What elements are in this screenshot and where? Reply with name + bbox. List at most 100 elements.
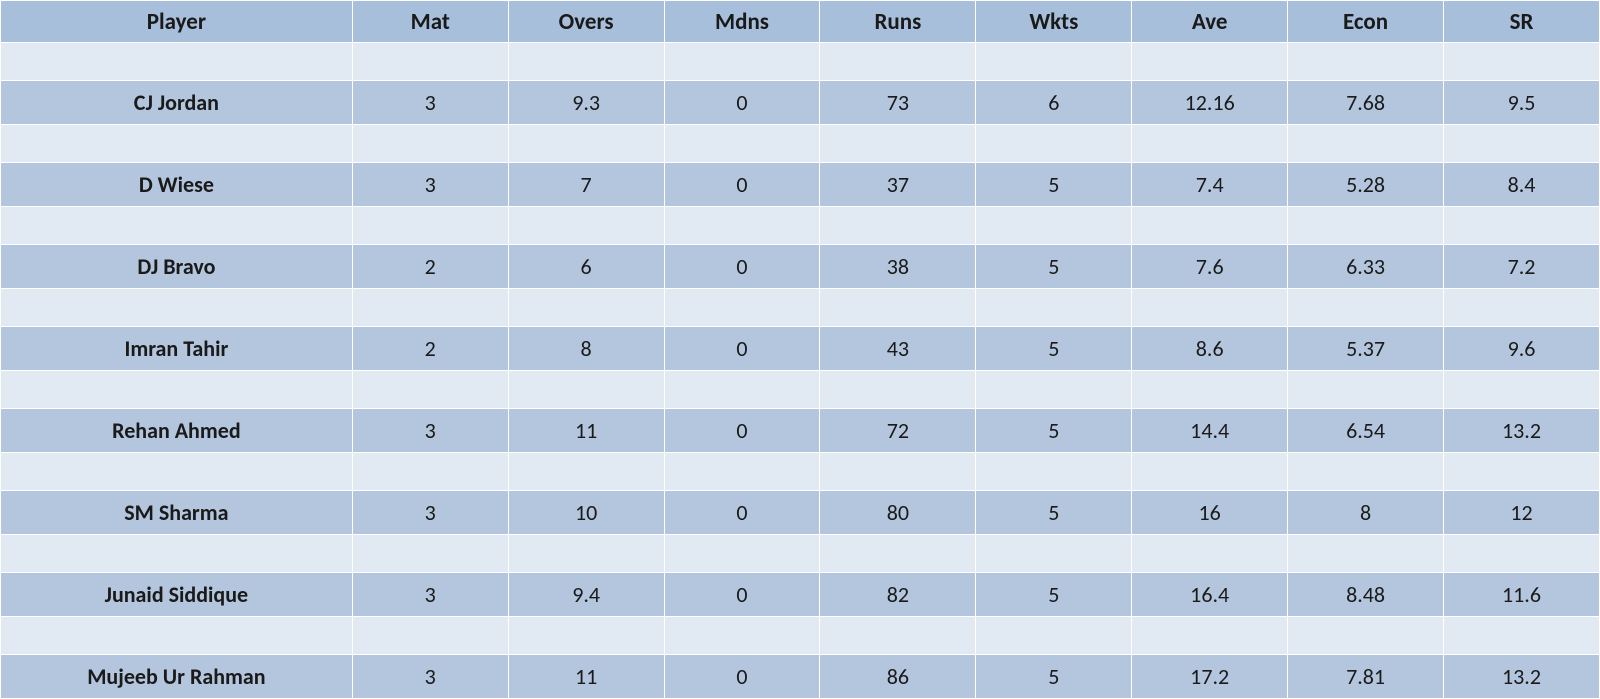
cell-econ: 5.28: [1288, 163, 1444, 207]
col-header-overs: Overs: [508, 1, 664, 43]
spacer-cell: [508, 125, 664, 163]
cell-player: Rehan Ahmed: [1, 409, 353, 453]
cell-econ: 8: [1288, 491, 1444, 535]
col-header-wkts: Wkts: [976, 1, 1132, 43]
cell-overs: 8: [508, 327, 664, 371]
cell-mat: 3: [352, 491, 508, 535]
spacer-cell: [1288, 125, 1444, 163]
col-header-ave: Ave: [1132, 1, 1288, 43]
cell-ave: 7.6: [1132, 245, 1288, 289]
spacer-cell: [1132, 371, 1288, 409]
cell-overs: 11: [508, 655, 664, 699]
cell-sr: 12: [1444, 491, 1600, 535]
table-body: CJ Jordan39.3073612.167.689.5D Wiese3703…: [1, 43, 1600, 699]
cell-ave: 7.4: [1132, 163, 1288, 207]
spacer-cell: [508, 43, 664, 81]
col-header-player: Player: [1, 1, 353, 43]
spacer-cell: [976, 289, 1132, 327]
spacer-cell: [352, 453, 508, 491]
spacer-cell: [352, 43, 508, 81]
cell-sr: 7.2: [1444, 245, 1600, 289]
cell-mat: 3: [352, 81, 508, 125]
spacer-cell: [1444, 207, 1600, 245]
cell-runs: 82: [820, 573, 976, 617]
cell-mat: 2: [352, 245, 508, 289]
cell-sr: 11.6: [1444, 573, 1600, 617]
cell-mat: 3: [352, 409, 508, 453]
spacer-cell: [1132, 125, 1288, 163]
spacer-cell: [1, 43, 353, 81]
spacer-cell: [664, 371, 820, 409]
spacer-cell: [664, 43, 820, 81]
spacer-cell: [664, 453, 820, 491]
cell-wkts: 5: [976, 491, 1132, 535]
spacer-row: [1, 289, 1600, 327]
spacer-cell: [1444, 617, 1600, 655]
table-head: PlayerMatOversMdnsRunsWktsAveEconSR: [1, 1, 1600, 43]
cell-ave: 17.2: [1132, 655, 1288, 699]
spacer-cell: [1444, 535, 1600, 573]
spacer-cell: [976, 535, 1132, 573]
cell-mdns: 0: [664, 573, 820, 617]
spacer-cell: [1288, 371, 1444, 409]
cell-ave: 8.6: [1132, 327, 1288, 371]
spacer-cell: [820, 617, 976, 655]
spacer-cell: [1132, 289, 1288, 327]
cell-player: Imran Tahir: [1, 327, 353, 371]
spacer-cell: [1444, 125, 1600, 163]
spacer-cell: [820, 43, 976, 81]
cell-mdns: 0: [664, 245, 820, 289]
cell-mdns: 0: [664, 163, 820, 207]
cell-runs: 72: [820, 409, 976, 453]
cell-sr: 13.2: [1444, 409, 1600, 453]
cell-mdns: 0: [664, 327, 820, 371]
spacer-cell: [1288, 207, 1444, 245]
spacer-cell: [1, 371, 353, 409]
spacer-cell: [976, 207, 1132, 245]
cell-wkts: 5: [976, 245, 1132, 289]
cell-ave: 14.4: [1132, 409, 1288, 453]
spacer-cell: [352, 535, 508, 573]
spacer-row: [1, 535, 1600, 573]
spacer-row: [1, 371, 1600, 409]
spacer-cell: [1444, 43, 1600, 81]
spacer-cell: [820, 371, 976, 409]
spacer-cell: [352, 371, 508, 409]
col-header-econ: Econ: [1288, 1, 1444, 43]
cell-player: CJ Jordan: [1, 81, 353, 125]
spacer-cell: [1, 535, 353, 573]
spacer-cell: [664, 289, 820, 327]
spacer-cell: [820, 453, 976, 491]
spacer-cell: [1132, 617, 1288, 655]
spacer-cell: [1, 289, 353, 327]
spacer-cell: [976, 43, 1132, 81]
spacer-cell: [352, 125, 508, 163]
table-row: Mujeeb Ur Rahman311086517.27.8113.2: [1, 655, 1600, 699]
col-header-mat: Mat: [352, 1, 508, 43]
cell-runs: 86: [820, 655, 976, 699]
spacer-row: [1, 617, 1600, 655]
cell-mdns: 0: [664, 81, 820, 125]
cell-player: DJ Bravo: [1, 245, 353, 289]
spacer-cell: [1132, 207, 1288, 245]
cell-ave: 16.4: [1132, 573, 1288, 617]
spacer-cell: [1288, 43, 1444, 81]
cell-wkts: 5: [976, 573, 1132, 617]
cell-overs: 7: [508, 163, 664, 207]
stats-table: PlayerMatOversMdnsRunsWktsAveEconSR CJ J…: [0, 0, 1600, 699]
spacer-cell: [1132, 453, 1288, 491]
spacer-cell: [1288, 617, 1444, 655]
spacer-cell: [820, 535, 976, 573]
table-row: D Wiese3703757.45.288.4: [1, 163, 1600, 207]
cell-econ: 7.68: [1288, 81, 1444, 125]
cell-wkts: 5: [976, 655, 1132, 699]
cell-wkts: 5: [976, 327, 1132, 371]
spacer-cell: [820, 125, 976, 163]
spacer-cell: [664, 207, 820, 245]
table-row: DJ Bravo2603857.66.337.2: [1, 245, 1600, 289]
spacer-cell: [352, 617, 508, 655]
table-row: CJ Jordan39.3073612.167.689.5: [1, 81, 1600, 125]
spacer-cell: [1, 207, 353, 245]
table-row: Junaid Siddique39.4082516.48.4811.6: [1, 573, 1600, 617]
cell-sr: 8.4: [1444, 163, 1600, 207]
